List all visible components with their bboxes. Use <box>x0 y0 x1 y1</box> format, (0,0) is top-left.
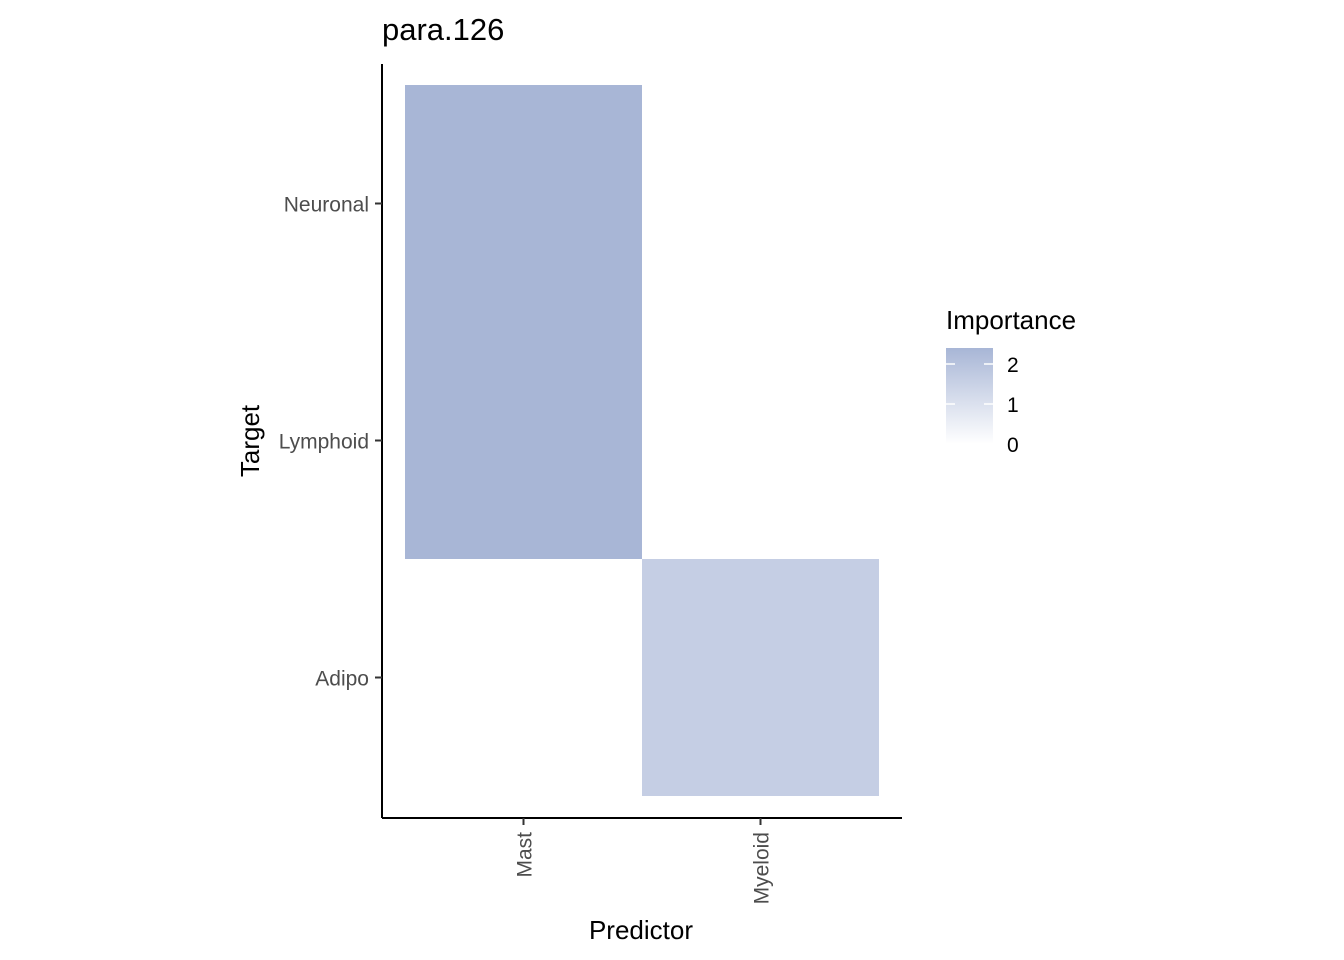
legend-tick-label: 0 <box>1007 434 1019 457</box>
legend: Importance 2 1 0 <box>946 305 1076 457</box>
y-tick-label: Neuronal <box>284 194 369 217</box>
y-axis-title: Target <box>235 404 265 477</box>
y-tick-label: Adipo <box>315 668 369 691</box>
x-tick-label: Mast <box>514 832 537 878</box>
legend-tick-label: 2 <box>1007 354 1019 377</box>
x-axis-title: Predictor <box>589 915 693 945</box>
heatmap-cell <box>405 85 642 322</box>
legend-tick-label: 1 <box>1007 394 1019 417</box>
chart-title: para.126 <box>382 12 504 47</box>
heatmap-cell <box>642 559 879 796</box>
legend-colorbar <box>946 348 993 444</box>
y-tick-label: Lymphoid <box>279 431 369 454</box>
x-tick-label: Myeloid <box>751 832 774 904</box>
legend-title: Importance <box>946 305 1076 335</box>
heatmap-cell <box>405 322 642 559</box>
